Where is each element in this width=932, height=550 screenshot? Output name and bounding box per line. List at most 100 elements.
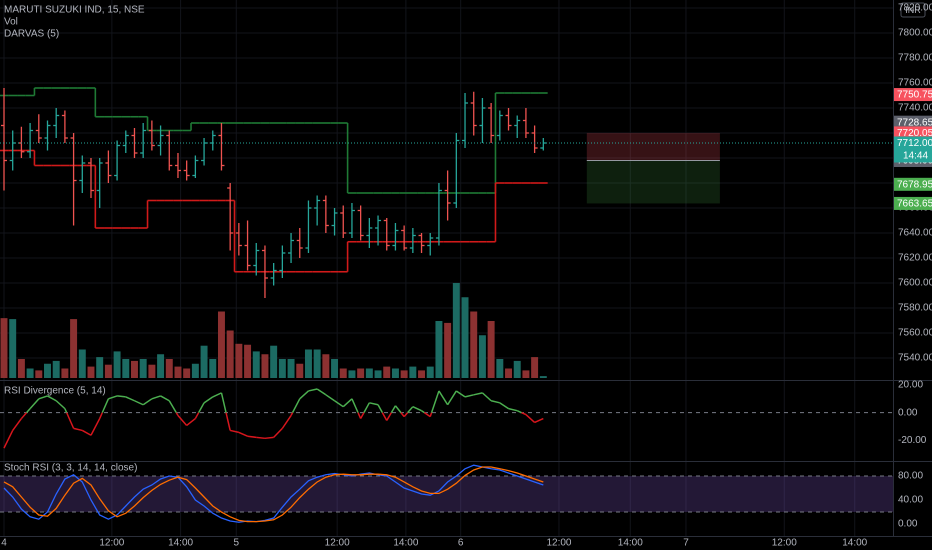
y-tick-label: 80.00 [898,471,923,482]
line-segment [108,395,118,400]
x-tick-label: 12:00 [325,538,350,549]
line-segment [438,390,449,406]
volume-bar [70,319,78,378]
volume-bar [148,364,156,378]
volume-bar [17,359,25,378]
line-segment [65,412,75,429]
y-tick-label: 7780.00 [898,53,932,64]
line-segment [308,388,318,392]
price-label: 7678.95 [897,179,932,190]
line-segment [342,398,353,408]
line-segment [508,407,518,412]
x-tick-label: 4 [1,538,7,549]
x-tick-label: 14:00 [168,538,193,549]
line-segment [390,405,397,414]
volume-bar [522,370,530,378]
line-segment [473,392,483,396]
line-segment [29,398,40,410]
line-segment [400,412,405,418]
line-segment [81,429,92,436]
volume-bar [496,359,504,378]
volume-bar [435,321,443,378]
stop-label-box [894,126,932,140]
volume-bar [278,359,286,378]
line-segment [247,435,257,439]
volume-bar [357,368,365,378]
volume-bar [418,370,426,378]
line-segment [377,404,384,413]
volume-bar [478,335,486,378]
currency-box[interactable] [900,2,926,18]
volume-bar [131,360,138,378]
target-label-box [894,196,932,210]
x-tick-label: 14:00 [618,538,643,549]
line-segment [38,395,48,400]
volume-bar [139,359,147,378]
price-label: 7728.65 [897,117,932,128]
volume-bar [322,354,330,378]
position-risk-zone [586,132,720,161]
volume-bar [122,359,130,378]
volume-bar [191,363,199,378]
line-segment [26,408,31,414]
last-price-label-box [894,136,932,163]
line-segment [394,405,402,414]
marks-layer [0,87,893,523]
volume-title: Vol [4,17,18,28]
volume-bar [391,368,399,378]
volume-bar [52,360,60,378]
line-segment [499,402,509,410]
currency[interactable]: INR [905,5,921,15]
line [3,466,544,523]
volume-bar [513,360,521,378]
volume-bar [531,357,539,378]
volume-bar [200,345,208,378]
line-segment [429,412,433,417]
line-segment [412,406,422,412]
line-segment [230,429,240,434]
volume-bar [78,349,86,378]
volume-bar [287,359,295,378]
line-segment [90,418,101,436]
line-segment [516,410,522,414]
line-segment [359,412,365,419]
x-tick-label: 7 [683,538,689,549]
line-segment [521,411,527,416]
volume-bar [209,359,217,378]
line-segment [525,414,536,423]
labels-layer: 4 12:00 14:00 5 12:00 14:00 6 12:00 14:00 7 12:00 1… [1,3,932,549]
volume-bar [444,322,452,378]
volume-bar [157,354,165,378]
last-price-label: 7712.00 [897,138,932,149]
volume-bar [400,370,408,378]
volume-bar [261,354,269,378]
volume-bar [226,330,234,378]
line-segment [455,390,466,398]
line-segment [281,415,292,429]
line-segment [73,427,83,432]
price-label-box [894,177,932,191]
grid-layer [0,0,893,536]
line-segment [334,400,344,408]
line-segment [446,390,457,406]
volume-bar [296,363,304,378]
volume-bar [235,343,243,378]
line-segment [291,398,301,413]
volume-bar [313,349,321,378]
price-label-box [894,88,932,102]
line-segment [117,395,126,398]
band [0,475,893,513]
x-tick-label: 12:00 [772,538,797,549]
volume-bar [331,359,339,378]
volume-bar [174,366,182,378]
line-segment [55,400,66,410]
x-tick-label: 14:00 [393,538,418,549]
line [3,464,544,523]
line-segment [481,392,492,402]
line-segment [464,394,474,398]
line-segment [20,412,28,420]
volume-bar [452,283,460,378]
line-segment [351,398,359,413]
